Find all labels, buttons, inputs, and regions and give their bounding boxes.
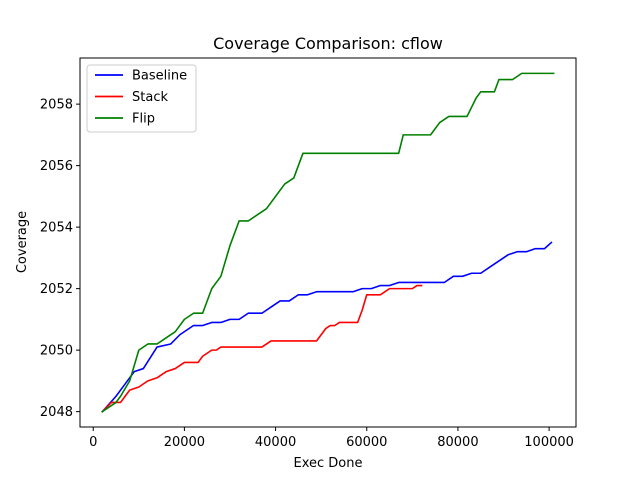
- y-tick-label: 2048: [40, 405, 73, 420]
- y-tick-label: 2050: [40, 344, 73, 359]
- series-line-flip: [101, 72, 555, 413]
- series-line-baseline: [101, 241, 553, 413]
- y-tick-label: 2052: [40, 282, 73, 297]
- legend-label-flip: Flip: [132, 112, 155, 127]
- x-tick-label: 60000: [346, 435, 387, 450]
- x-tick-label: 0: [89, 435, 97, 450]
- x-axis: 0 20000 40000 60000 80000 100000: [89, 427, 574, 450]
- legend: Baseline Stack Flip: [86, 64, 197, 133]
- plot-area-frame: [79, 57, 577, 428]
- y-tick-label: 2056: [40, 159, 73, 174]
- x-axis-label: Exec Done: [294, 456, 363, 471]
- x-tick-label: 80000: [437, 435, 478, 450]
- series-layer: [101, 72, 555, 413]
- x-tick-label: 40000: [255, 435, 296, 450]
- chart-title: Coverage Comparison: cflow: [213, 34, 443, 53]
- x-tick-label: 20000: [164, 435, 205, 450]
- y-tick-label: 2058: [40, 98, 73, 113]
- legend-label-baseline: Baseline: [132, 69, 187, 84]
- legend-label-stack: Stack: [132, 90, 168, 105]
- series-line-stack: [101, 284, 423, 413]
- legend-box: [86, 64, 197, 133]
- y-tick-label: 2054: [40, 221, 73, 236]
- x-tick-label: 100000: [524, 435, 574, 450]
- y-axis-label: Coverage: [15, 211, 30, 273]
- y-axis: 2048 2050 2052 2054 2056 2058: [40, 98, 80, 420]
